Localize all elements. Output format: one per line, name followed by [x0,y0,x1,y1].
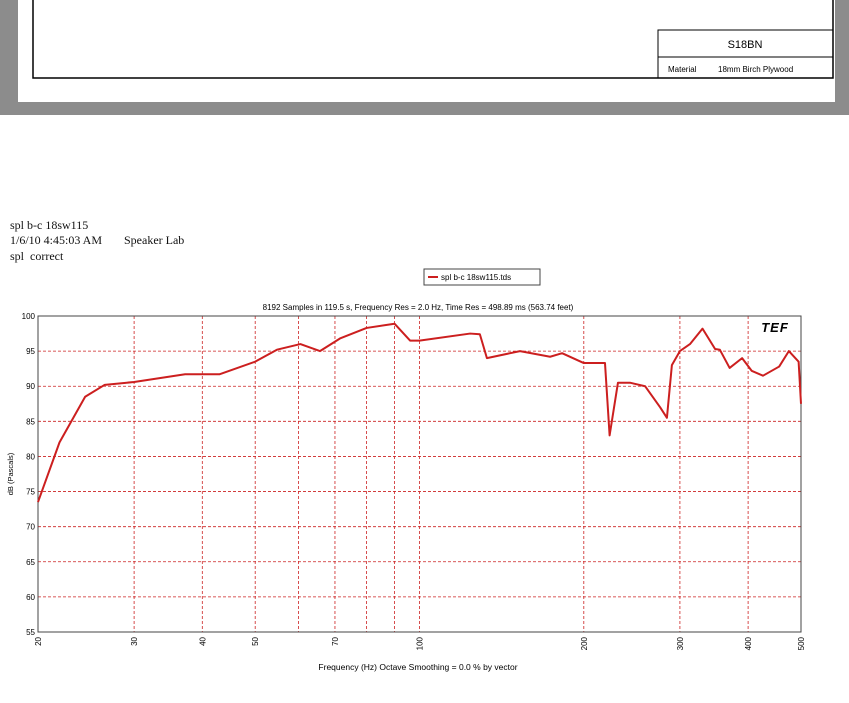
part-name: S18BN [728,39,763,51]
legend-label: spl b-c 18sw115.tds [441,273,511,282]
data-line [37,322,802,503]
y-tick-label: 80 [26,452,35,461]
y-tick-label: 65 [26,558,35,567]
header-line: spl b-c 18sw115 [10,218,88,232]
x-tick-label: 500 [797,636,806,650]
title-block [657,29,834,79]
x-tick-label: 100 [416,636,425,650]
x-tick-label: 20 [34,636,43,645]
legend-box [423,268,541,286]
y-tick-label: 100 [22,312,36,321]
drawing-sheet [18,0,835,102]
header-line: Speaker Lab [124,233,184,247]
y-tick-label: 90 [26,382,35,391]
x-tick-label: 50 [251,636,260,645]
y-tick-label: 70 [26,523,35,532]
x-axis-label: Frequency (Hz) Octave Smoothing = 0.0 % … [318,662,517,672]
x-tick-label: 300 [676,636,685,650]
x-tick-label: 70 [331,636,340,645]
y-tick-label: 55 [26,628,35,637]
logo: TEF [761,320,789,335]
header-line: 1/6/10 4:45:03 AM [10,233,102,247]
y-tick-label: 85 [26,417,35,426]
y-tick-label: 75 [26,488,35,497]
x-tick-label: 40 [198,636,207,645]
material-label: Material [668,65,697,74]
header-line: spl correct [10,249,64,263]
x-tick-label: 200 [580,636,589,650]
y-tick-label: 95 [26,347,35,356]
plot-border [37,315,802,633]
chart-subtitle: 8192 Samples in 119.5 s, Frequency Res =… [263,303,574,312]
x-tick-label: 400 [744,636,753,650]
y-tick-label: 60 [26,593,35,602]
x-tick-label: 30 [130,636,139,645]
material: 18mm Birch Plywood [718,65,793,74]
y-axis-label: dB (Pascals) [6,452,15,495]
